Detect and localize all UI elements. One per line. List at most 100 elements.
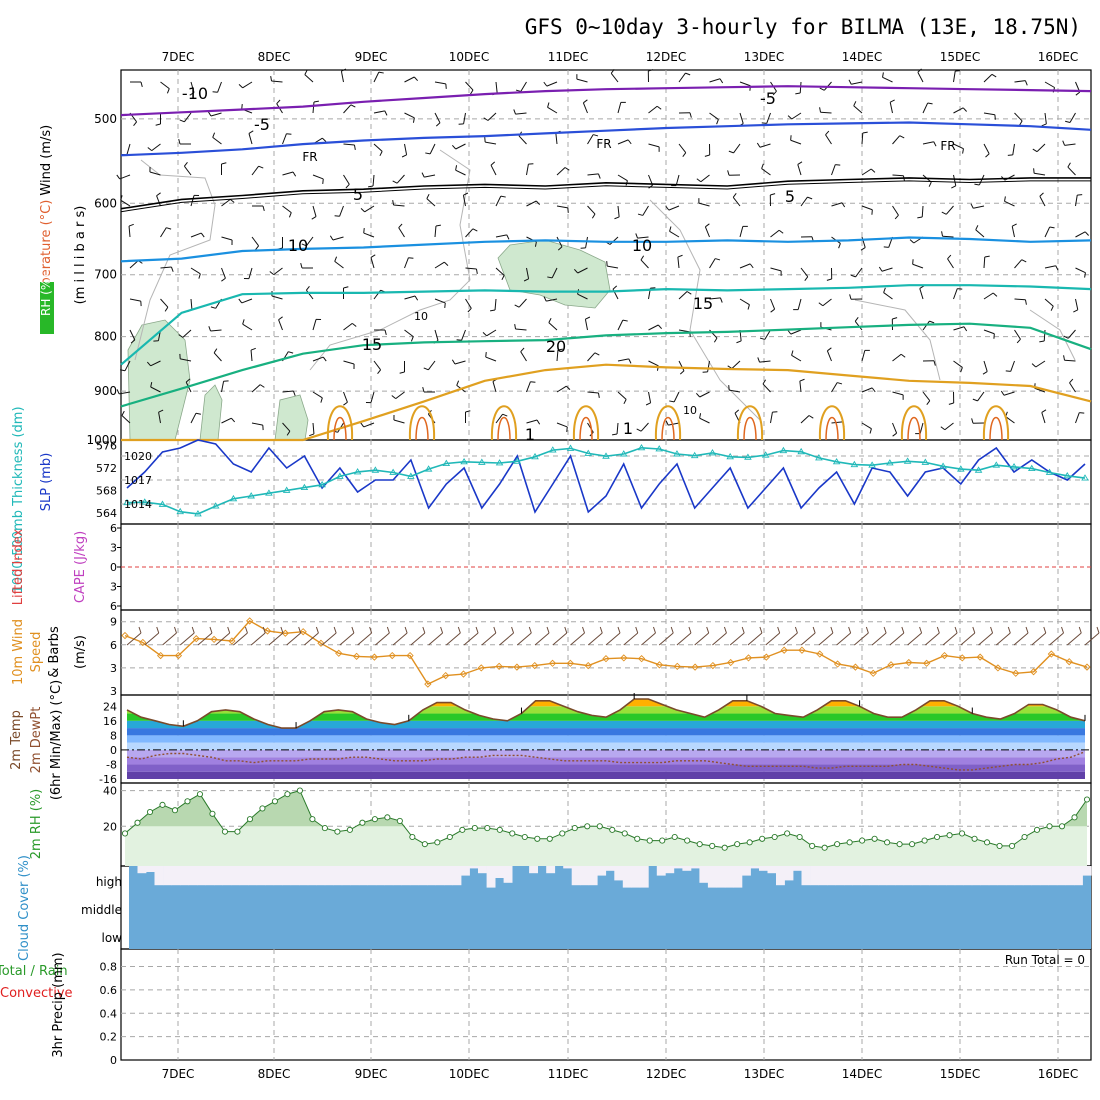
wind-speed-marker — [1047, 650, 1056, 658]
upper-wind-barb-flag — [248, 130, 254, 134]
upper-wind-barb-flag — [848, 79, 852, 85]
thickness-marker — [761, 451, 770, 458]
high-cloud-gap — [937, 866, 947, 886]
high-cloud-gap — [290, 866, 300, 886]
upper-wind-barb — [404, 76, 415, 83]
upper-wind-barb — [800, 196, 808, 207]
surface-wind-barb — [463, 632, 479, 646]
upper-wind-barb — [396, 174, 405, 184]
upper-wind-barb-flag — [178, 139, 181, 145]
upper-wind-barb-flag — [322, 356, 327, 362]
surface-wind-barb-flag — [422, 626, 426, 634]
warm-cell-contour — [326, 405, 354, 441]
upper-wind-barb — [617, 358, 629, 362]
upper-wind-barb-flag — [501, 275, 505, 281]
upper-wind-barb-flag — [311, 216, 317, 220]
thickness-marker — [300, 483, 309, 491]
upper-wind-barb-flag — [1055, 265, 1059, 271]
bottom-date-label: 13DEC — [744, 1067, 784, 1081]
upper-wind-barb — [526, 164, 529, 176]
wind-speed-marker — [584, 661, 592, 670]
upper-wind-barb — [242, 323, 253, 331]
wind-speed-marker — [833, 660, 842, 668]
upper-wind-barb-flag — [841, 202, 846, 208]
upper-wind-barb — [983, 329, 995, 335]
upper-wind-barb-flag — [301, 243, 307, 247]
surface-wind-barb — [126, 632, 142, 646]
upper-wind-barb-flag — [927, 102, 933, 105]
upper-wind-barb — [587, 134, 594, 145]
upper-wind-barb-flag — [120, 369, 126, 372]
top-date-label: 11DEC — [548, 50, 588, 64]
upper-wind-barb-flag — [231, 417, 236, 423]
wind-speed-marker — [424, 680, 432, 688]
upper-wind-barb-flag — [345, 183, 350, 189]
upper-wind-barb — [312, 319, 317, 331]
rh-marker — [184, 798, 191, 805]
temp-tick-label: 16 — [103, 715, 117, 728]
surface-wind-barb-flag — [830, 626, 834, 634]
bottom-date-label: 11DEC — [548, 1067, 588, 1081]
upper-wind-barb — [800, 267, 809, 277]
warm-cell-contour — [825, 417, 839, 441]
contour-label: 5 — [785, 187, 795, 206]
chart-title: GFS 0~10day 3-hourly for BILMA (13E, 18.… — [525, 15, 1081, 39]
upper-wind-barb-flag — [685, 72, 691, 76]
rh-marker — [834, 841, 841, 848]
thickness-marker — [548, 446, 557, 453]
upper-wind-barb-flag — [535, 200, 541, 206]
rh-marker — [671, 833, 678, 841]
upper-wind-barb-flag — [120, 195, 123, 201]
upper-wind-barb — [861, 422, 872, 430]
upper-wind-barb — [912, 263, 924, 269]
thickness-tick-label: 564 — [96, 507, 117, 520]
high-cloud-gap — [563, 866, 573, 869]
bottom-date-label: 12DEC — [646, 1067, 686, 1081]
upper-wind-barb — [282, 133, 287, 145]
upper-wind-barb — [305, 289, 314, 300]
upper-wind-barb-flag — [329, 235, 334, 241]
upper-wind-barb-flag — [657, 324, 663, 330]
rh-shaded-area — [199, 384, 223, 441]
high-cloud-gap — [716, 866, 726, 888]
high-cloud-gap — [256, 866, 266, 886]
wind-speed-marker — [548, 659, 557, 667]
surface-wind-barb-flag — [741, 626, 745, 634]
high-cloud-gap — [299, 866, 309, 886]
upper-wind-barb-flag — [917, 68, 922, 73]
upper-wind-barb — [709, 112, 719, 120]
upper-wind-barb — [883, 292, 893, 300]
rh-label-swatch — [40, 282, 54, 334]
temp-tick-label: -8 — [106, 758, 117, 771]
thickness-marker — [1045, 468, 1054, 475]
upper-wind-barb — [312, 101, 315, 114]
rh-marker — [509, 830, 516, 837]
upper-wind-barb-flag — [689, 112, 692, 118]
upper-wind-barb-flag — [940, 426, 946, 431]
upper-wind-barb — [739, 81, 751, 87]
upper-wind-barb — [370, 391, 375, 403]
temp-color-band — [127, 749, 1085, 758]
warm-cell-contour — [743, 417, 757, 441]
upper-wind-barb — [1067, 329, 1076, 339]
wind-speed-marker — [174, 651, 183, 660]
upper-wind-barb — [944, 422, 954, 431]
upper-wind-barb-flag — [734, 409, 740, 414]
upper-wind-barb-flag — [334, 256, 338, 262]
high-cloud-gap — [571, 866, 581, 886]
precip-axis-label: 3hr Precip (mm) — [51, 952, 66, 1057]
rh-marker — [734, 841, 741, 848]
high-cloud-gap — [920, 866, 930, 886]
upper-wind-barb — [210, 112, 222, 117]
upper-wind-barb-flag — [392, 200, 395, 206]
slp-line — [126, 439, 1086, 514]
upper-wind-barb-flag — [423, 367, 429, 371]
surface-wind-barb-flag — [191, 626, 195, 634]
temperature-contour — [121, 363, 1092, 442]
thickness-marker — [460, 457, 468, 465]
upper-wind-barb — [677, 257, 680, 269]
upper-wind-barb — [372, 174, 375, 187]
high-cloud-gap — [1065, 866, 1075, 886]
upper-wind-barb-flag — [398, 223, 403, 229]
temperature-line — [126, 698, 1086, 729]
